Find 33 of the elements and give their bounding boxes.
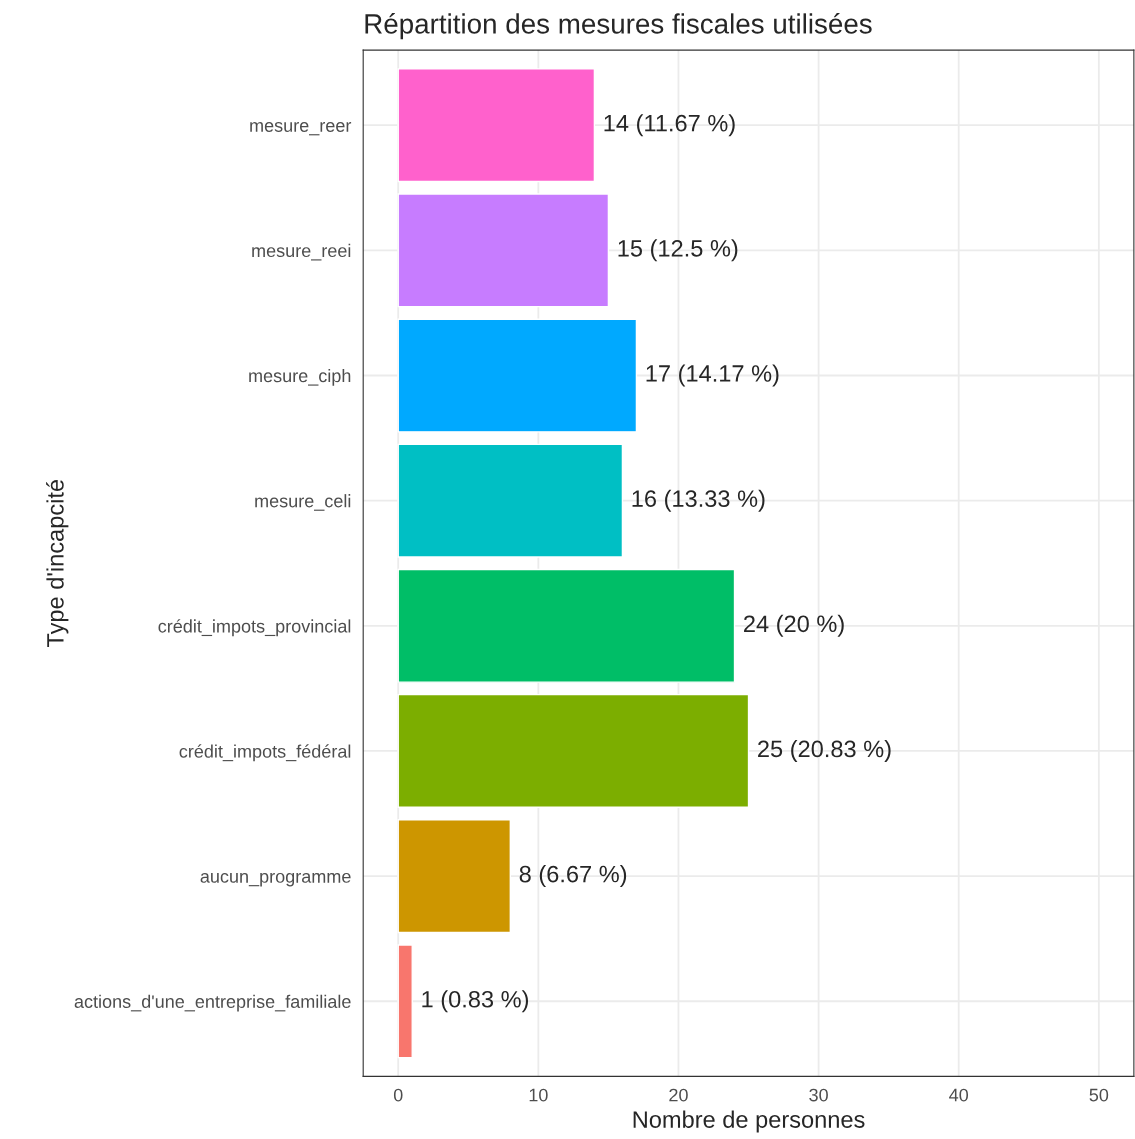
data-label: 24 (20 %) <box>744 614 844 637</box>
y-axis-title: Type d'incapcité <box>46 479 69 647</box>
data-label: 8 (6.67 %) <box>519 865 627 888</box>
x-tick-label: 20 <box>669 1088 688 1102</box>
y-tick-label: mesure_reei <box>252 243 351 261</box>
bar <box>397 443 624 558</box>
data-label: 25 (20.83 %) <box>758 739 891 762</box>
x-tick-label: 10 <box>529 1088 548 1102</box>
data-label: 16 (13.33 %) <box>632 489 765 512</box>
y-tick-label: mesure_ciph <box>249 368 351 386</box>
bar <box>397 568 736 683</box>
x-tick-label: 0 <box>393 1088 403 1102</box>
data-label: 15 (12.5 %) <box>618 239 738 262</box>
y-tick-label: actions_d'une_entreprise_familiale <box>74 994 351 1012</box>
bar <box>397 193 610 308</box>
bar <box>397 68 596 183</box>
chart-title: Répartition des mesures fiscales utilisées <box>365 12 872 40</box>
y-tick-label: crédit_impots_fédéral <box>179 744 351 762</box>
y-tick-label: aucun_programme <box>200 872 351 887</box>
y-tick-label: crédit_impots_provincial <box>158 619 351 637</box>
bar <box>397 693 750 808</box>
bar <box>397 819 512 934</box>
x-tick-label: 30 <box>809 1088 828 1102</box>
x-tick-label: 40 <box>949 1088 969 1102</box>
data-label: 17 (14.17 %) <box>646 364 779 387</box>
data-label: 1 (0.83 %) <box>422 990 529 1013</box>
data-label: 14 (11.67 %) <box>604 114 735 137</box>
bar <box>397 944 413 1059</box>
bar <box>397 318 638 433</box>
x-axis-title: Nombre de personnes <box>633 1110 865 1133</box>
x-tick-label: 50 <box>1089 1088 1109 1102</box>
y-tick-label: mesure_reer <box>250 122 352 136</box>
y-tick-label: mesure_celi <box>255 494 351 511</box>
